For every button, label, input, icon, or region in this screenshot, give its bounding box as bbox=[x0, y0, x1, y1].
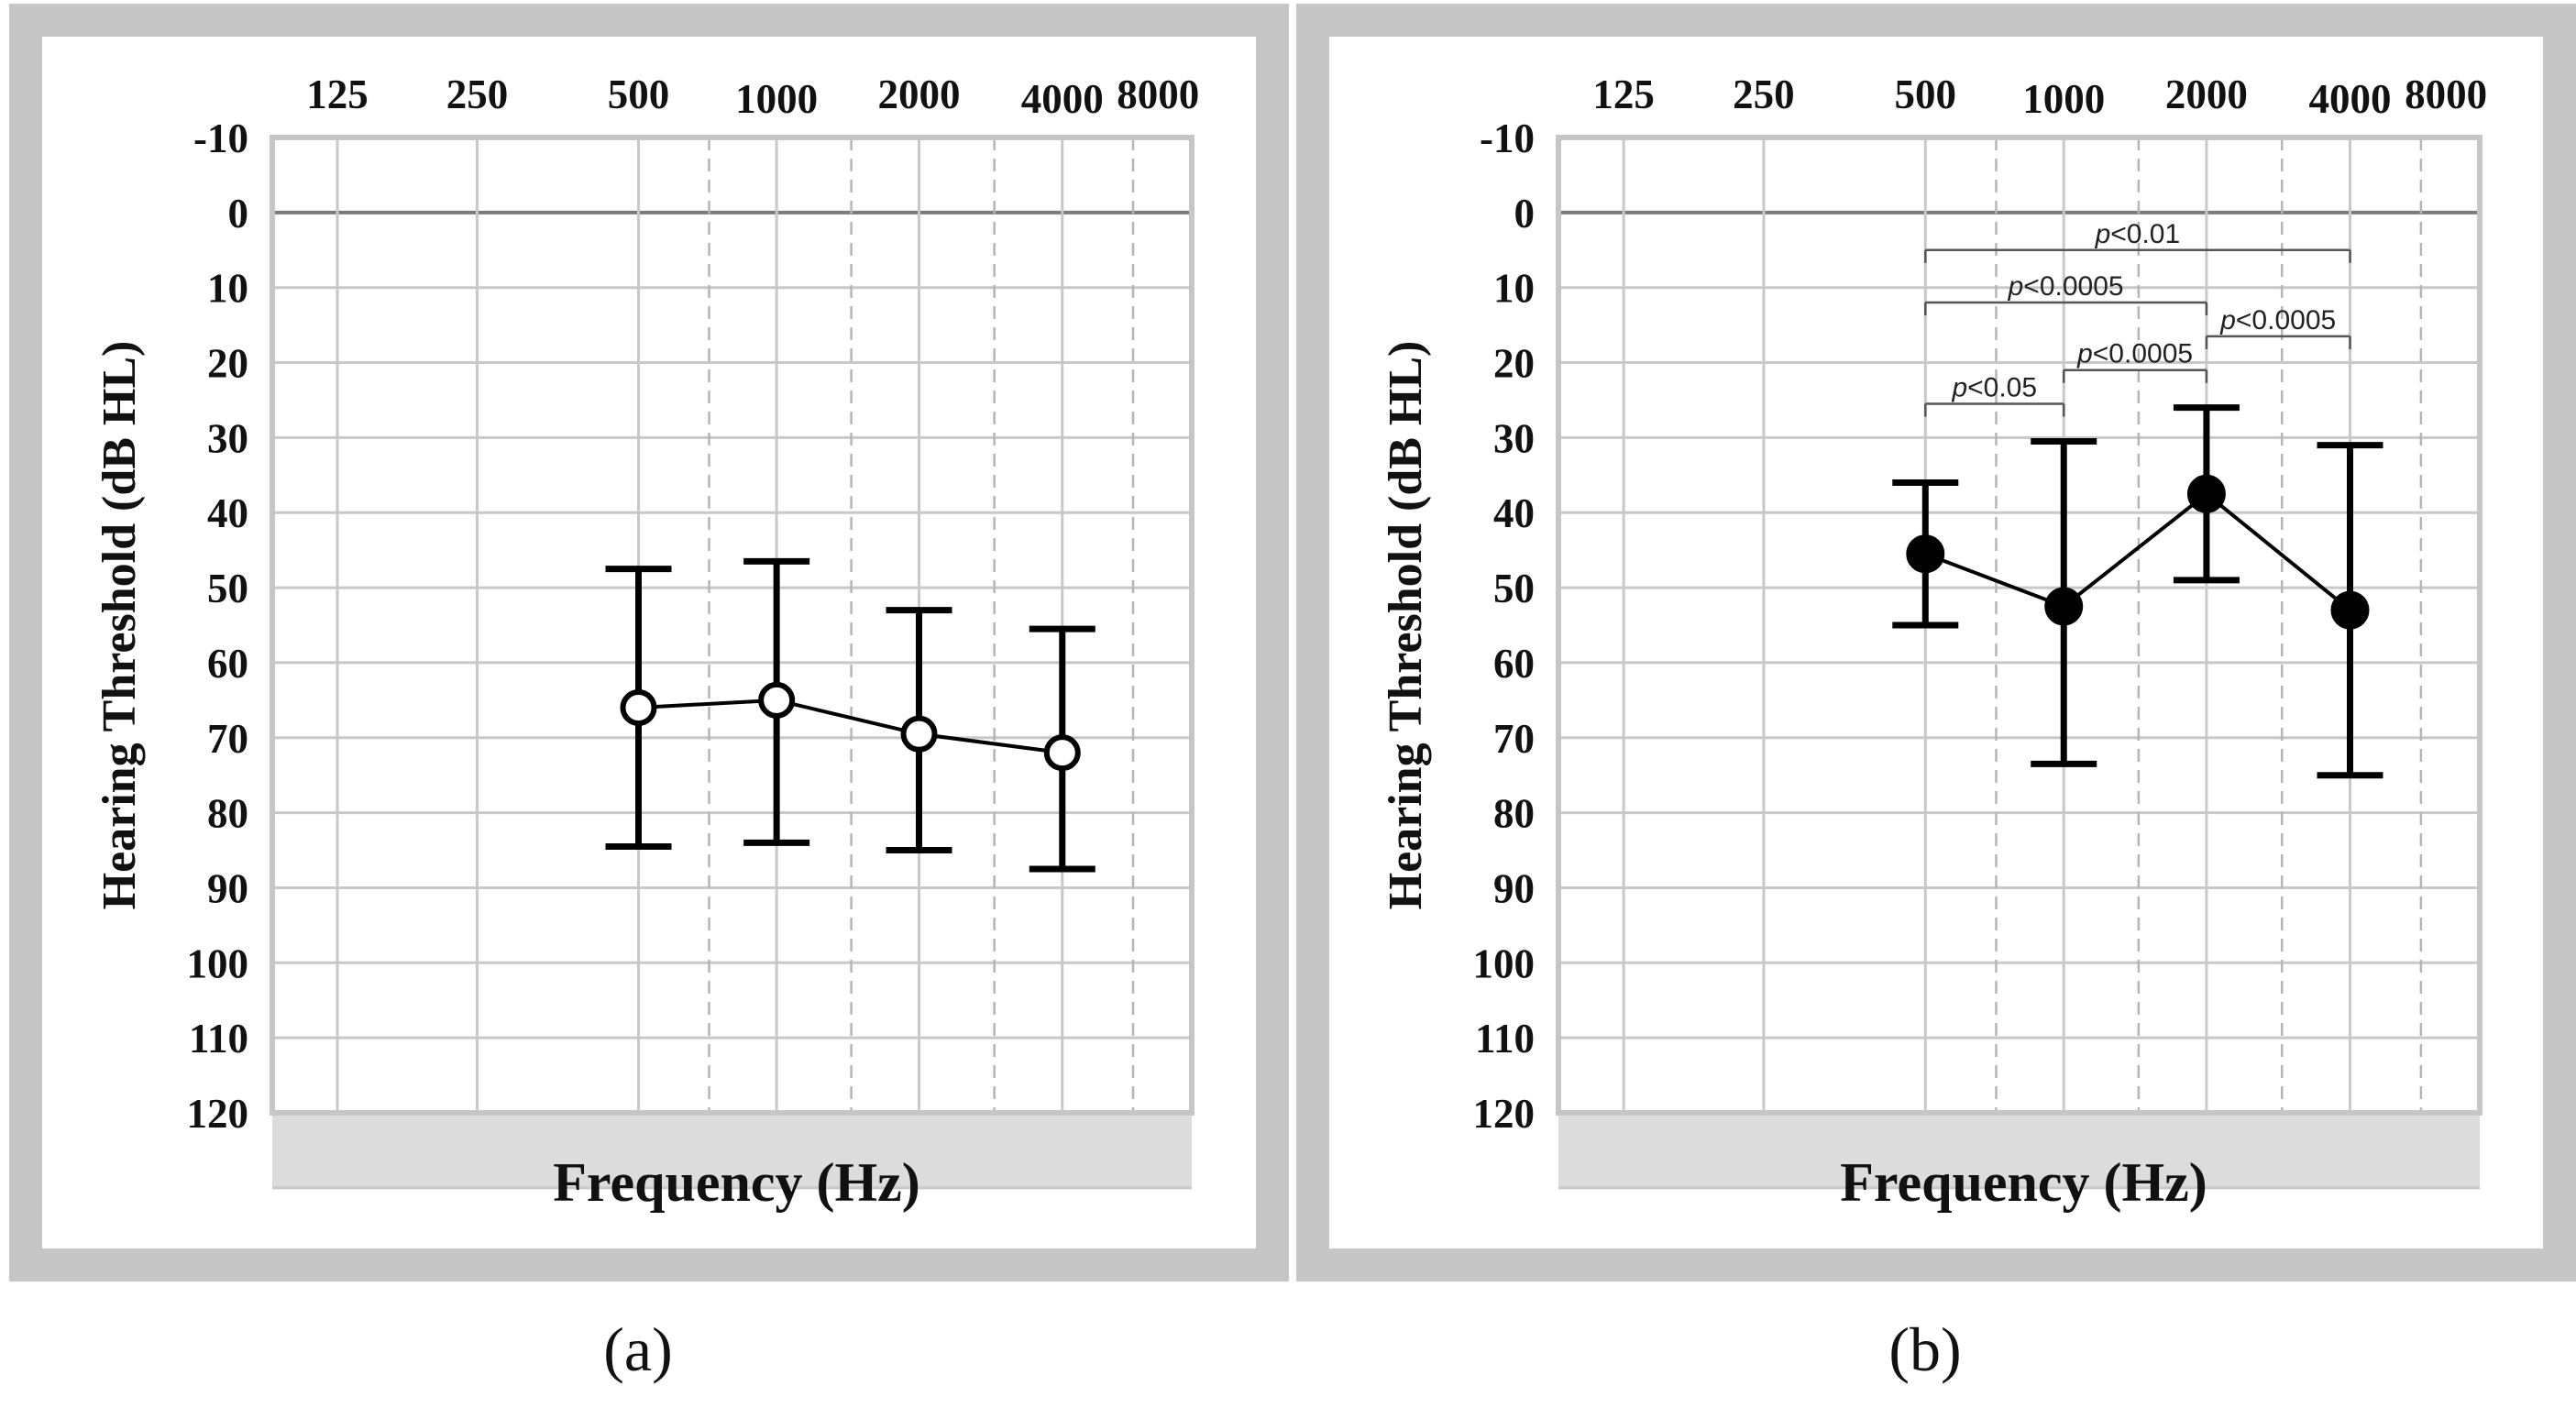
p-threshold: <0.01 bbox=[2110, 219, 2180, 249]
p-threshold: <0.0005 bbox=[2023, 271, 2123, 302]
y-tick-label: 50 bbox=[207, 566, 248, 611]
y-tick-label: 90 bbox=[1493, 865, 1535, 911]
data-point bbox=[2330, 590, 2370, 630]
x-tick-label: 500 bbox=[1895, 72, 1957, 117]
y-tick-label: 50 bbox=[1493, 566, 1535, 611]
y-tick-label: 80 bbox=[1493, 791, 1535, 837]
y-tick-label: 40 bbox=[207, 490, 248, 536]
y-tick-label: 30 bbox=[207, 415, 248, 461]
shaded-region bbox=[272, 1113, 1192, 1188]
p-symbol: p bbox=[2008, 271, 2024, 302]
y-tick-label: 60 bbox=[1493, 641, 1535, 687]
x-tick-label: 4000 bbox=[2308, 76, 2391, 122]
x-tick-label: 1000 bbox=[735, 76, 818, 122]
significance-label: p<0.0005 bbox=[2008, 271, 2124, 302]
y-tick-label: 20 bbox=[207, 341, 248, 387]
y-tick-label: 60 bbox=[207, 641, 248, 687]
x-tick-label: 250 bbox=[446, 72, 509, 117]
p-symbol: p bbox=[2219, 305, 2236, 336]
y-tick-label: 110 bbox=[1475, 1016, 1535, 1062]
p-threshold: <0.0005 bbox=[2093, 339, 2193, 369]
p-threshold: <0.0005 bbox=[2236, 305, 2336, 336]
y-tick-label: 120 bbox=[187, 1091, 249, 1137]
series-line bbox=[1924, 491, 2351, 612]
y-tick-label: 100 bbox=[1473, 940, 1536, 986]
y-tick-label: 0 bbox=[1514, 191, 1536, 236]
significance-bracket: p<0.01 bbox=[1924, 219, 2351, 263]
p-symbol: p bbox=[2076, 339, 2093, 369]
significance-bracket: p<0.0005 bbox=[2062, 339, 2208, 383]
x-tick-label: 250 bbox=[1733, 72, 1795, 117]
series-line bbox=[638, 698, 1063, 755]
y-tick-label: 0 bbox=[228, 191, 249, 236]
y-axis-title: Hearing Threshold (dB HL) bbox=[94, 341, 146, 910]
x-tick-label: 1000 bbox=[2022, 76, 2105, 122]
audiogram-panel-b: 125 250 500 1000 2000 4000 8000 -10 0 10 20 30 40 50 6… bbox=[1296, 4, 2576, 1282]
y-tick-label: 40 bbox=[1493, 490, 1535, 536]
audiogram-panel-a: 125 250 500 1000 2000 4000 8000 -10 0 10 20 30 40 50 6… bbox=[9, 4, 1289, 1282]
x-tick-label: 8000 bbox=[2405, 72, 2487, 117]
panel-label: (b) bbox=[1888, 1314, 1961, 1384]
data-point bbox=[2044, 587, 2084, 626]
p-symbol: p bbox=[2095, 219, 2111, 249]
data-point bbox=[2186, 474, 2226, 513]
significance-bracket: p<0.0005 bbox=[1924, 271, 2208, 316]
p-symbol: p bbox=[1951, 373, 1967, 403]
x-tick-label: 500 bbox=[608, 72, 670, 117]
x-axis-title: Frequency (Hz) bbox=[1840, 1152, 2207, 1213]
y-tick-label: 70 bbox=[1493, 716, 1535, 762]
shaded-region bbox=[1558, 1113, 2480, 1188]
significance-bracket: p<0.05 bbox=[1924, 373, 2065, 417]
data-point bbox=[620, 689, 657, 727]
data-point bbox=[900, 715, 938, 753]
plot-border bbox=[270, 135, 1194, 1116]
y-tick-label: -10 bbox=[193, 116, 248, 161]
significance-label: p<0.01 bbox=[2095, 219, 2181, 249]
y-tick-label: 110 bbox=[189, 1016, 248, 1062]
y-tick-label: 90 bbox=[207, 865, 248, 911]
significance-label: p<0.0005 bbox=[2076, 339, 2193, 369]
y-tick-label: 20 bbox=[1493, 341, 1535, 387]
y-axis-title: Hearing Threshold (dB HL) bbox=[1380, 341, 1432, 910]
significance-label: p<0.05 bbox=[1951, 373, 2037, 403]
y-tick-label: 10 bbox=[1493, 266, 1535, 312]
x-tick-label: 4000 bbox=[1021, 76, 1104, 122]
p-threshold: <0.05 bbox=[1967, 373, 2037, 403]
x-axis-title: Frequency (Hz) bbox=[553, 1152, 919, 1213]
y-tick-label: 80 bbox=[207, 791, 248, 837]
significance-bracket: p<0.0005 bbox=[2205, 305, 2351, 349]
data-point bbox=[1906, 534, 1945, 574]
y-tick-label: 70 bbox=[207, 716, 248, 762]
data-point bbox=[1043, 734, 1081, 772]
significance-label: p<0.0005 bbox=[2219, 305, 2336, 336]
data-point bbox=[758, 681, 796, 719]
x-tick-label: 125 bbox=[1592, 72, 1655, 117]
x-tick-label: 2000 bbox=[2165, 72, 2248, 117]
y-tick-label: -10 bbox=[1480, 116, 1535, 161]
y-tick-label: 120 bbox=[1473, 1091, 1536, 1137]
y-tick-label: 10 bbox=[207, 266, 248, 312]
y-tick-label: 30 bbox=[1493, 415, 1535, 461]
x-tick-label: 8000 bbox=[1117, 72, 1199, 117]
x-tick-label: 2000 bbox=[878, 72, 961, 117]
panel-label: (a) bbox=[603, 1314, 672, 1384]
plot-border bbox=[1556, 135, 2482, 1116]
x-tick-label: 125 bbox=[306, 72, 369, 117]
y-tick-label: 100 bbox=[187, 940, 249, 986]
